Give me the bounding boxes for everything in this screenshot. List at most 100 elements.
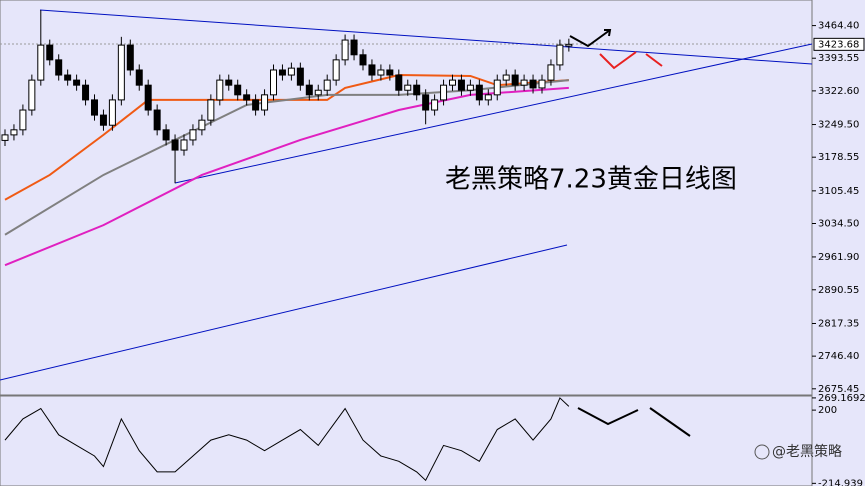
candle-body — [1, 134, 9, 141]
last-price: 3423.68 — [818, 39, 859, 50]
candle-body — [520, 79, 528, 86]
price-panel — [0, 0, 813, 396]
candle-body — [117, 44, 125, 101]
candle-body — [305, 84, 313, 96]
marks: 3464.40 3393.55 3322.60 3249.50 3178.55 3105.… — [1, 10, 865, 486]
y-tick-label: 3178.55 — [818, 152, 859, 163]
candle-body — [46, 44, 54, 61]
arrows — [569, 29, 691, 437]
candle-body — [547, 64, 555, 81]
y-tick-label: 2961.90 — [818, 252, 859, 263]
y-tick-label: 200 — [818, 405, 837, 416]
last-price-box — [813, 37, 865, 51]
candle-body — [386, 69, 394, 76]
candle-body — [493, 79, 501, 96]
candle-body — [484, 94, 492, 101]
watermark: @老黑策略 — [772, 443, 842, 460]
candle-body — [502, 74, 510, 81]
candle-body — [189, 129, 197, 141]
candle-body — [64, 74, 72, 81]
indicator-line — [4, 397, 570, 482]
candle-body — [350, 39, 358, 56]
trend-line — [0, 244, 568, 381]
candle-body — [296, 67, 304, 86]
candle-body — [368, 64, 376, 76]
candle-body — [314, 89, 322, 96]
arrow — [577, 407, 639, 426]
arrow — [599, 51, 637, 70]
candle-body — [449, 79, 456, 86]
candle-body — [144, 84, 152, 111]
candle-body — [234, 84, 242, 96]
candle-body — [377, 69, 385, 76]
y-tick-label: 2675.45 — [818, 384, 859, 395]
y-tick-label: 2746.40 — [818, 351, 859, 362]
candle-body — [565, 43, 573, 47]
y-tick-label: -214.939 — [818, 478, 863, 486]
arrow — [649, 407, 691, 437]
candle-body — [198, 119, 206, 131]
trend-line — [174, 43, 813, 184]
candle-body — [153, 109, 161, 131]
candle-body — [511, 74, 519, 86]
y-tick-label: 3249.50 — [818, 120, 859, 131]
y-tick-label: 3464.40 — [818, 21, 859, 32]
annotation: 老黑策略7.23黄金日线图 — [445, 165, 737, 195]
y-tick-label: 3034.50 — [818, 219, 859, 230]
arrow — [604, 29, 612, 37]
y-tick-label: 3105.45 — [818, 186, 859, 197]
candle-body — [37, 44, 45, 81]
candle-body — [171, 139, 179, 151]
y-tick-label: 3322.60 — [818, 86, 859, 97]
candle-body — [440, 84, 448, 101]
candle-body — [341, 39, 349, 61]
candle-body — [475, 84, 483, 101]
candle-body — [207, 99, 215, 121]
candle-body — [82, 84, 90, 101]
candle-body — [73, 79, 81, 86]
candle-body — [413, 84, 421, 96]
watermark-icon — [754, 444, 770, 460]
moving-average — [4, 74, 569, 201]
candle-body — [332, 59, 340, 81]
trend-line — [39, 9, 813, 65]
candle-body — [108, 99, 116, 126]
candle-body — [135, 69, 143, 86]
candle-body — [225, 79, 233, 86]
candle-body — [28, 79, 36, 111]
candle-body — [466, 84, 474, 91]
arrow — [645, 53, 663, 67]
moving-average — [4, 79, 569, 236]
candle-body — [538, 79, 546, 89]
candle-body — [252, 99, 260, 111]
candle-body — [359, 54, 367, 66]
candle-body — [99, 114, 107, 126]
candle-body — [422, 94, 430, 111]
y-tick-label: 269.1692 — [818, 393, 865, 404]
candle-body — [216, 79, 224, 101]
arrow — [569, 29, 611, 48]
candle-body — [278, 69, 286, 76]
candle-body — [91, 99, 98, 116]
y-tick-label: 2890.55 — [818, 285, 859, 296]
candle-body — [162, 129, 170, 141]
candle-body — [395, 74, 403, 91]
candle-body — [10, 129, 18, 136]
candle-body — [529, 79, 537, 89]
candle-body — [431, 99, 439, 111]
candle-body — [126, 44, 134, 71]
indicator-panel — [0, 395, 813, 486]
candle-body — [404, 84, 412, 91]
candle-body — [323, 79, 331, 91]
candle-body — [287, 67, 295, 76]
candle-body — [243, 94, 251, 101]
candle-body — [261, 94, 269, 111]
y-tick-label: 3393.55 — [818, 53, 859, 64]
candle-body — [180, 139, 188, 151]
candle-body — [55, 59, 63, 76]
y-tick-label: 2817.35 — [818, 318, 859, 329]
candle-body — [19, 109, 27, 131]
candle-body — [556, 44, 564, 66]
